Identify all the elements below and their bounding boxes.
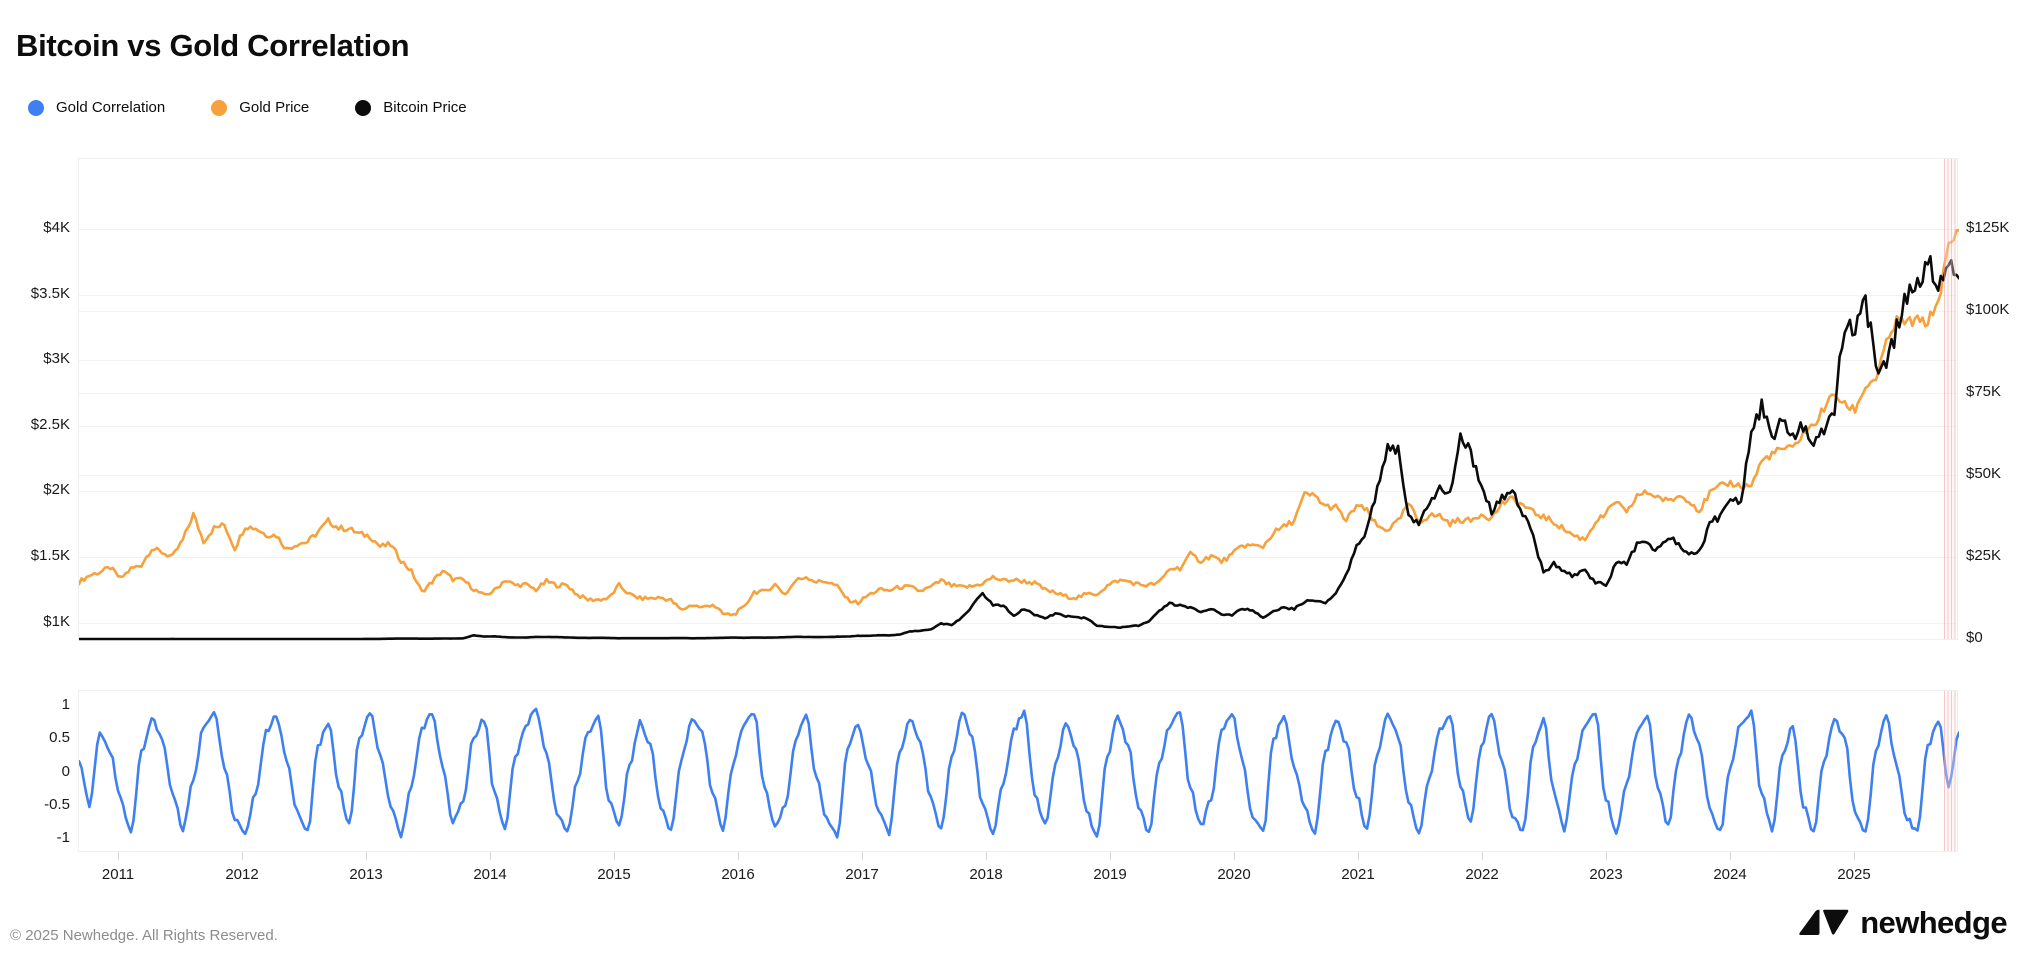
y-axis-label-bitcoin: $50K	[1966, 465, 2002, 482]
bitcoin-price-line	[79, 255, 1959, 641]
x-axis-tick	[1854, 852, 1855, 860]
legend-item-gold-correlation[interactable]: Gold Correlation	[28, 99, 165, 116]
x-axis-tick	[1606, 852, 1607, 860]
legend: Gold Correlation Gold Price Bitcoin Pric…	[28, 99, 467, 116]
price-chart-panel[interactable]	[78, 158, 1959, 641]
x-axis-year-label: 2023	[1589, 866, 1623, 883]
correlation-y-axis: 1 0.5 0 -0.5 -1	[0, 690, 70, 852]
x-axis-year-label: 2014	[473, 866, 507, 883]
y-axis-label-gold: $1.5K	[30, 547, 70, 564]
x-axis-tick	[242, 852, 243, 860]
x-axis-year-label: 2018	[969, 866, 1003, 883]
gridline-btc	[79, 393, 1957, 394]
y-axis-label-bitcoin: $75K	[1966, 383, 2002, 400]
newhedge-logo-icon	[1799, 909, 1849, 935]
bitcoin-price-dot-icon	[355, 99, 372, 116]
y-axis-label-gold: $2.5K	[30, 415, 70, 433]
brand-logo[interactable]: newhedge	[1798, 905, 2008, 941]
x-axis-year-label: 2021	[1341, 866, 1375, 883]
y-axis-label-correlation: 0	[61, 762, 70, 780]
x-axis-year-label: 2016	[721, 866, 755, 883]
x-axis-tick	[738, 852, 739, 860]
legend-item-gold-price[interactable]: Gold Price	[211, 99, 309, 116]
gold-correlation-line	[79, 707, 1959, 839]
x-axis-labels: 2011 2012 2013 2014 2015 2016 2017 2018 2019 2020…	[78, 866, 1958, 886]
gridline-gold	[79, 425, 1957, 427]
gold-price-y-axis: $1K $1.5K $2K $2.5K $3K $3.5K $4K	[0, 158, 70, 640]
gold-price-dot-icon	[211, 99, 228, 116]
x-axis-year-label: 2022	[1465, 866, 1499, 883]
x-axis-tick	[490, 852, 491, 860]
x-axis-tick	[986, 852, 987, 860]
x-axis-tick	[1482, 852, 1483, 860]
x-axis-tick	[614, 852, 615, 860]
y-axis-label-correlation: -1	[56, 829, 70, 846]
x-axis-tick	[366, 852, 367, 860]
page-title: Bitcoin vs Gold Correlation	[16, 28, 410, 63]
y-axis-label-bitcoin: $100K	[1966, 301, 2010, 318]
x-axis-tick	[1110, 852, 1111, 860]
y-axis-label-gold: $3.5K	[30, 284, 70, 302]
y-axis-label-gold: $2K	[43, 481, 70, 499]
x-axis-year-label: 2024	[1713, 866, 1747, 883]
y-axis-label-gold: $4K	[43, 219, 70, 236]
legend-label: Bitcoin Price	[383, 99, 467, 116]
x-axis-year-label: 2025	[1837, 866, 1871, 883]
x-axis-year-label: 2011	[101, 866, 135, 883]
x-axis-year-label: 2020	[1217, 866, 1251, 883]
legend-label: Gold Correlation	[56, 99, 166, 116]
gridline-btc	[79, 557, 1957, 558]
y-axis-label-bitcoin: $125K	[1966, 219, 2010, 236]
gold-correlation-dot-icon	[28, 99, 44, 116]
x-axis-tick	[862, 852, 863, 860]
copyright-text: © 2025 Newhedge. All Rights Reserved.	[10, 927, 278, 944]
x-axis-year-label: 2017	[845, 866, 879, 883]
y-axis-label-bitcoin: $0	[1966, 629, 1983, 646]
x-axis-year-label: 2015	[597, 866, 631, 883]
y-axis-label-correlation: 1	[61, 696, 70, 713]
x-axis-ticks	[78, 852, 1958, 861]
gridline-btc	[79, 311, 1957, 312]
gridline-btc	[79, 229, 1957, 230]
bitcoin-price-y-axis: $0 $25K $50K $75K $100K $125K	[1966, 158, 2025, 646]
x-axis-tick	[1730, 852, 1731, 860]
x-axis-tick	[1358, 852, 1359, 860]
gold-price-line	[79, 229, 1959, 617]
gridline-gold	[79, 294, 1957, 296]
y-axis-label-bitcoin: $25K	[1966, 547, 2002, 564]
x-axis-year-label: 2012	[225, 866, 259, 883]
y-axis-label-gold: $3K	[43, 350, 70, 368]
y-axis-label-correlation: -0.5	[44, 795, 70, 813]
legend-item-bitcoin-price[interactable]: Bitcoin Price	[355, 99, 467, 116]
x-axis-year-label: 2019	[1093, 866, 1127, 883]
gridline-gold	[79, 622, 1957, 624]
brand-name: newhedge	[1860, 905, 2007, 940]
x-axis-year-label: 2013	[349, 866, 383, 883]
gridline-gold	[79, 491, 1957, 493]
x-axis-tick	[118, 852, 119, 860]
correlation-chart-panel[interactable]	[78, 690, 1959, 852]
y-axis-label-gold: $1K	[43, 612, 70, 630]
gridline-btc	[79, 475, 1957, 476]
y-axis-label-correlation: 0.5	[49, 729, 70, 747]
x-axis-tick	[1234, 852, 1235, 860]
gridline-gold	[79, 360, 1957, 362]
legend-label: Gold Price	[239, 99, 310, 116]
